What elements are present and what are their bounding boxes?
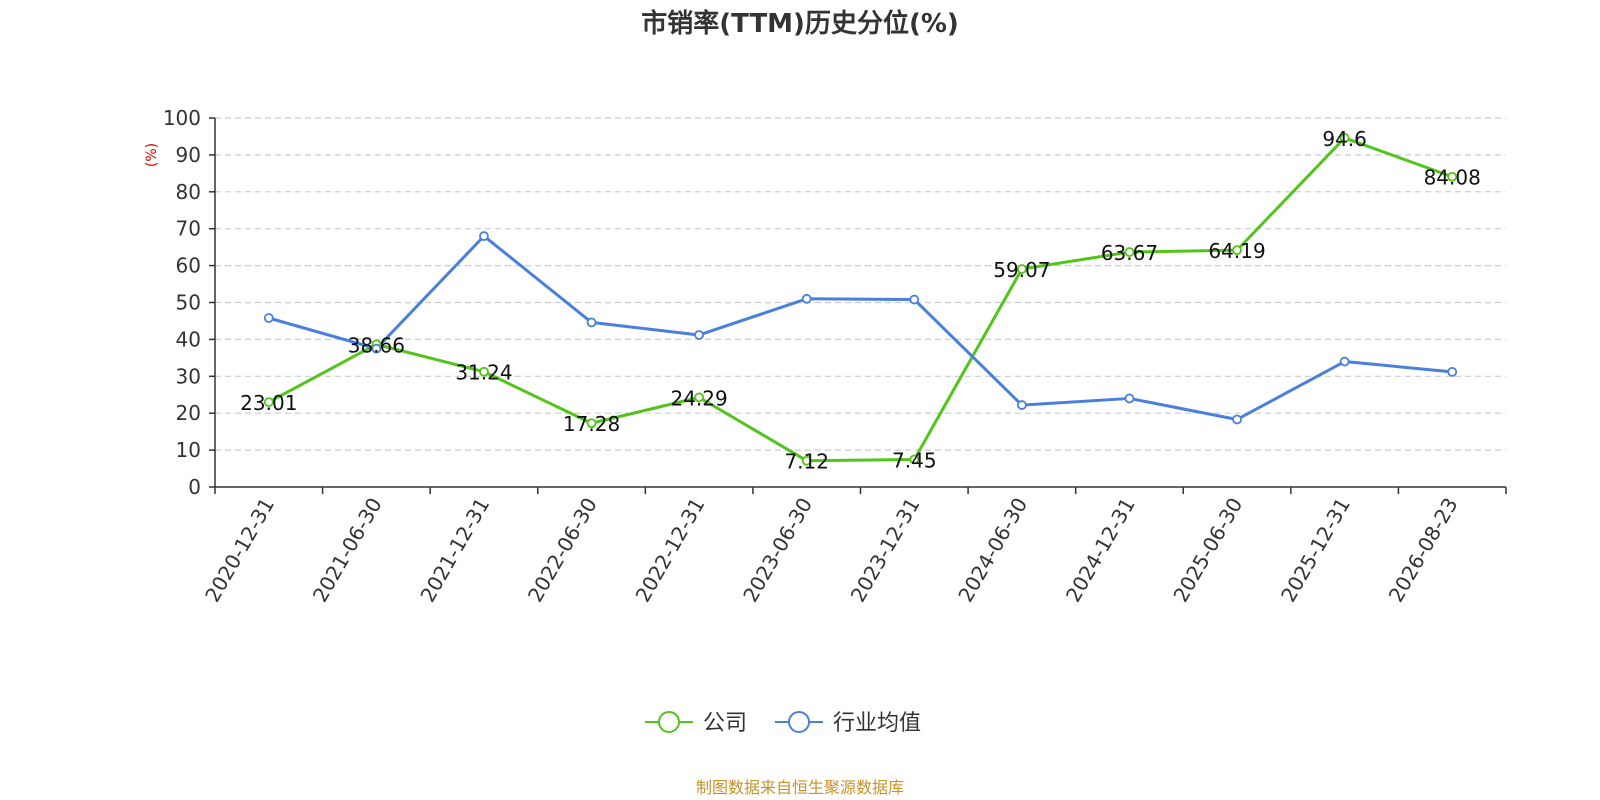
data-label: 7.45	[892, 449, 937, 473]
y-tick-label: 10	[176, 438, 201, 462]
data-label: 59.07	[993, 258, 1050, 282]
data-point	[586, 418, 597, 429]
data-point	[1124, 393, 1135, 404]
data-label: 84.08	[1424, 166, 1481, 190]
source-note: 制图数据来自恒生聚源数据库	[696, 778, 904, 797]
series-line-0	[268, 136, 1453, 463]
y-tick-label: 40	[176, 327, 201, 351]
y-tick-label: 70	[176, 217, 201, 241]
data-label: 17.28	[563, 412, 620, 436]
y-tick-label: 60	[176, 254, 201, 278]
data-label: 24.29	[670, 386, 727, 410]
x-tick-label: 2023-06-30	[738, 494, 817, 607]
series-points	[263, 133, 1458, 466]
axes	[209, 117, 1507, 494]
data-point	[694, 392, 705, 403]
legend-label: 行业均值	[833, 711, 921, 736]
x-tick-label: 2022-12-31	[631, 494, 710, 607]
x-tick-label: 2020-12-31	[200, 494, 279, 607]
data-label: 31.24	[455, 361, 512, 385]
data-label: 64.19	[1208, 239, 1265, 263]
data-labels: 23.01 38.66 31.24 17.28 24.29 7.12 7.45 59.07 63…	[240, 127, 1481, 474]
y-tick-label: 80	[176, 180, 201, 204]
data-point	[801, 455, 812, 466]
data-label: 7.12	[784, 450, 829, 474]
data-label: 94.6	[1322, 127, 1367, 151]
data-point	[1016, 264, 1027, 274]
data-point	[479, 231, 489, 241]
data-point	[1447, 171, 1458, 182]
x-tick-label: 2022-06-30	[523, 494, 602, 607]
legend-marker-icon	[658, 711, 680, 733]
x-tick-label: 2021-06-30	[308, 494, 387, 607]
data-point	[909, 454, 920, 465]
y-tick-label: 50	[176, 291, 201, 315]
data-point	[694, 330, 705, 340]
data-point	[263, 313, 274, 323]
series-line-1	[268, 234, 1453, 421]
legend-item[interactable]: 公司	[645, 711, 747, 736]
data-label: 63.67	[1101, 241, 1158, 265]
data-point	[1016, 400, 1027, 410]
data-point	[801, 293, 812, 304]
legend-label: 公司	[703, 711, 747, 736]
data-point	[479, 366, 489, 377]
data-point	[1232, 245, 1242, 256]
y-axis-unit: (%)	[144, 143, 160, 167]
x-tick-label: 2021-12-31	[415, 494, 494, 607]
y-tick-label: 30	[176, 364, 201, 388]
data-point	[1232, 414, 1242, 425]
data-label: 38.66	[348, 333, 405, 357]
data-point	[1447, 366, 1458, 377]
data-point	[586, 317, 597, 328]
y-tick-label: 100	[163, 106, 201, 130]
data-point	[263, 397, 274, 407]
series-lines	[268, 136, 1453, 463]
data-point	[1339, 133, 1350, 143]
x-tick-label: 2024-12-31	[1061, 494, 1140, 607]
x-tick-label: 2026-08-23	[1384, 494, 1463, 607]
x-tick-label: 2025-06-30	[1168, 494, 1247, 607]
y-tick-label: 0	[188, 475, 201, 499]
legend-marker-icon	[788, 711, 810, 733]
chart-title: 市销率(TTM)历史分位(%)	[641, 8, 959, 39]
x-tick-label: 2024-06-30	[953, 494, 1032, 607]
data-label: 23.01	[240, 391, 297, 415]
data-point	[371, 343, 382, 354]
data-point	[1124, 247, 1135, 257]
grid-lines	[215, 117, 1506, 451]
x-tick-label: 2023-12-31	[846, 494, 925, 607]
x-tick-label: 2025-12-31	[1276, 494, 1355, 607]
legend[interactable]: 公司 行业均值	[645, 711, 921, 736]
y-tick-label: 20	[176, 401, 201, 425]
legend-item[interactable]: 行业均值	[775, 711, 921, 736]
y-tick-label: 90	[176, 143, 201, 167]
data-point	[909, 294, 920, 305]
data-point	[1339, 356, 1350, 367]
